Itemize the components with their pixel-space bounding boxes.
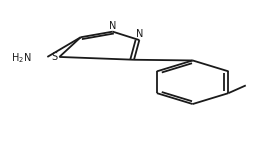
Text: N: N <box>136 29 143 39</box>
Text: N: N <box>109 20 116 31</box>
Text: S: S <box>51 52 58 62</box>
Text: H$_2$N: H$_2$N <box>11 51 32 65</box>
